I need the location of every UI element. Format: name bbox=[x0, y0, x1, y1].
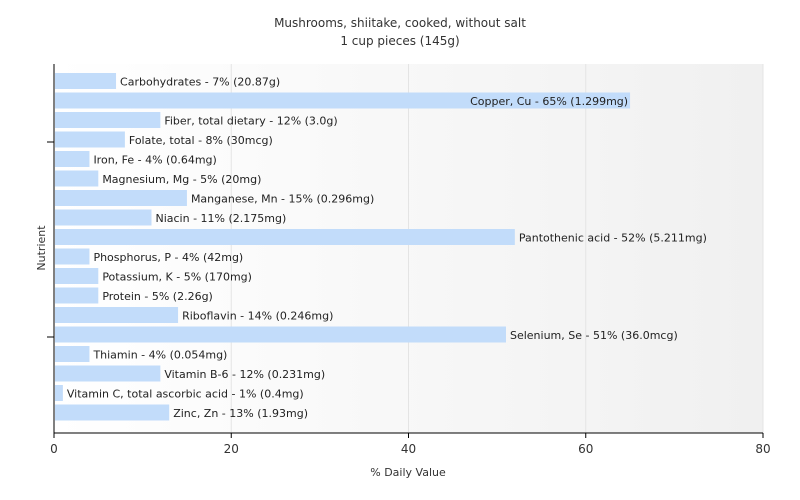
bar bbox=[55, 365, 161, 382]
bar-label: Carbohydrates - 7% (20.87g) bbox=[120, 76, 280, 89]
bar-label: Iron, Fe - 4% (0.64mg) bbox=[93, 154, 216, 167]
x-tick-label: 80 bbox=[755, 442, 770, 456]
bar bbox=[55, 73, 117, 89]
bar bbox=[55, 287, 99, 304]
bar-label: Vitamin C, total ascorbic acid - 1% (0.4… bbox=[67, 388, 304, 401]
bar-label: Phosphorus, P - 4% (42mg) bbox=[93, 251, 243, 264]
bar bbox=[55, 112, 161, 128]
bar bbox=[55, 346, 90, 362]
bar-label: Magnesium, Mg - 5% (20mg) bbox=[102, 173, 261, 186]
axes: 0 20 40 60 80 bbox=[47, 64, 771, 456]
bar-label: Potassium, K - 5% (170mg) bbox=[102, 271, 252, 284]
bar-label: Zinc, Zn - 13% (1.93mg) bbox=[173, 407, 308, 420]
chart-subtitle: 1 cup pieces (145g) bbox=[340, 34, 459, 48]
bars: Carbohydrates - 7% (20.87g) Copper, Cu - … bbox=[55, 73, 707, 421]
bar-label: Manganese, Mn - 15% (0.296mg) bbox=[191, 193, 374, 206]
x-tick-label: 0 bbox=[50, 442, 58, 456]
bar-label: Riboflavin - 14% (0.246mg) bbox=[182, 310, 333, 323]
bar bbox=[55, 326, 506, 343]
bar-label: Copper, Cu - 65% (1.299mg) bbox=[470, 95, 628, 108]
gridlines bbox=[230, 64, 764, 433]
bar bbox=[55, 404, 170, 421]
bar bbox=[55, 385, 63, 401]
bar bbox=[55, 170, 99, 187]
x-tick-label: 20 bbox=[224, 442, 239, 456]
bar-label: Thiamin - 4% (0.054mg) bbox=[92, 349, 227, 362]
x-tick-label: 60 bbox=[578, 442, 593, 456]
chart-title: Mushrooms, shiitake, cooked, without sal… bbox=[274, 16, 526, 30]
bar-label: Fiber, total dietary - 12% (3.0g) bbox=[164, 115, 337, 128]
bar bbox=[55, 209, 152, 226]
y-axis-label: Nutrient bbox=[35, 225, 48, 271]
bar bbox=[55, 92, 631, 109]
bar-label: Niacin - 11% (2.175mg) bbox=[155, 212, 286, 225]
bar bbox=[55, 248, 90, 265]
bar bbox=[55, 190, 187, 206]
bar-label: Selenium, Se - 51% (36.0mcg) bbox=[510, 329, 678, 342]
bar-label: Vitamin B-6 - 12% (0.231mg) bbox=[164, 368, 325, 381]
x-axis-label: % Daily Value bbox=[370, 466, 446, 479]
bar-label: Folate, total - 8% (30mcg) bbox=[129, 134, 273, 147]
x-tick-label: 40 bbox=[401, 442, 416, 456]
bar-label: Protein - 5% (2.26g) bbox=[102, 290, 213, 303]
bar bbox=[55, 151, 90, 167]
bar-label: Pantothenic acid - 52% (5.211mg) bbox=[519, 232, 707, 245]
bar bbox=[55, 268, 99, 284]
bar bbox=[55, 229, 515, 245]
bar bbox=[55, 307, 179, 323]
bar bbox=[55, 131, 125, 148]
